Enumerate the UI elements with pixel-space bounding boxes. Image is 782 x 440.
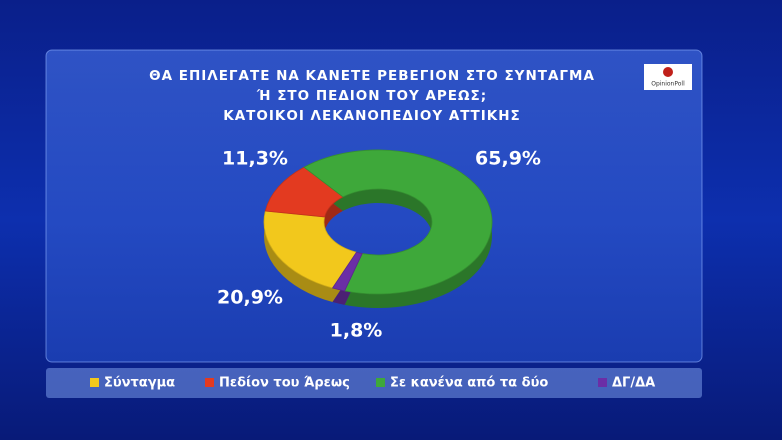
slice bbox=[263, 210, 358, 289]
legend-label: Σύνταγμα bbox=[104, 376, 175, 391]
slice bbox=[303, 149, 493, 295]
logo: OpinionPoll bbox=[651, 81, 685, 88]
legend-label: Πεδίον του Άρεως bbox=[219, 376, 350, 391]
legend-panel bbox=[46, 368, 702, 398]
panel bbox=[45, 49, 703, 363]
value-label: 20,9% bbox=[217, 287, 283, 309]
legend-label: Σε κανένα από τα δύο bbox=[390, 376, 548, 391]
slice bbox=[331, 251, 363, 292]
legend-label: ΔΓ/ΔΑ bbox=[612, 376, 655, 391]
value-label: 65,9% bbox=[475, 148, 541, 170]
legend-swatch bbox=[376, 378, 385, 387]
chart-title: ΘΑ ΕΠΙΛΕΓΑΤΕ ΝΑ ΚΑΝΕΤΕ ΡΕΒΕΓΙΟΝ ΣΤΟ ΣΥΝΤ… bbox=[149, 68, 595, 84]
legend-swatch bbox=[598, 378, 607, 387]
logo-icon bbox=[663, 67, 673, 77]
value-label: 1,8% bbox=[330, 320, 383, 342]
legend-swatch bbox=[90, 378, 99, 387]
chart-title: ΚΑΤΟΙΚΟΙ ΛΕΚΑΝΟΠΕΔΙΟΥ ΑΤΤΙΚΗΣ bbox=[223, 108, 520, 124]
value-label: 11,3% bbox=[222, 148, 288, 170]
legend-swatch bbox=[205, 378, 214, 387]
chart-title: Ή ΣΤΟ ΠΕΔΙΟΝ ΤΟΥ ΑΡΕΩΣ; bbox=[256, 88, 487, 104]
